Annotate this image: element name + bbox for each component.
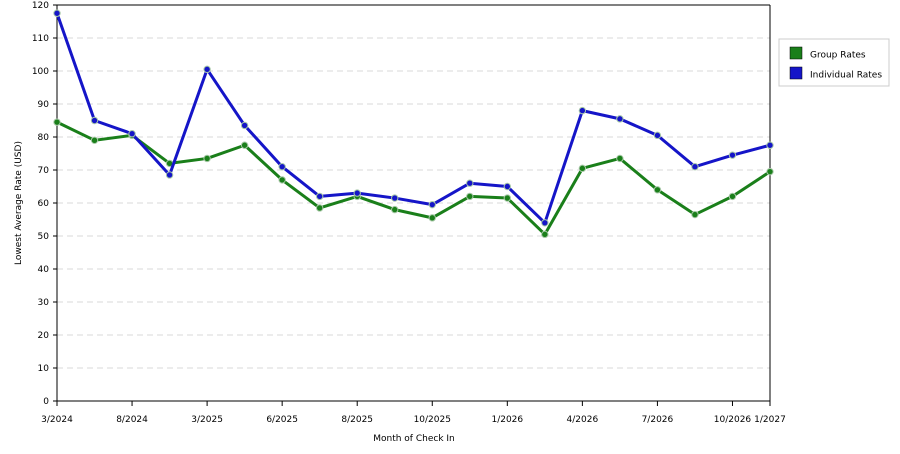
series: [53, 9, 774, 239]
y-axis-title: Lowest Average Rate (USD): [14, 141, 24, 265]
data-point-group-rates: [278, 176, 286, 184]
y-tick-label: 120: [32, 1, 49, 11]
y-tick-label: 90: [38, 100, 50, 110]
data-point-group-rates: [203, 154, 211, 163]
data-point-group-rates: [541, 230, 549, 239]
data-point-individual-rates: [90, 116, 99, 125]
y-tick-label: 40: [38, 265, 50, 275]
x-tick-label: 4/2026: [567, 415, 599, 425]
x-tick-label: 3/2025: [191, 415, 223, 425]
y-tick-label: 100: [32, 67, 49, 77]
data-point-individual-rates: [391, 194, 399, 202]
y-tick-label: 20: [38, 331, 50, 341]
y-tick-label: 60: [38, 199, 50, 209]
y-ticks: 0 10 20 30 40 50 60 70 80 90 100 110 120: [32, 1, 57, 407]
data-point-group-rates: [391, 205, 399, 214]
data-point-individual-rates: [53, 9, 61, 17]
y-tick-label: 110: [32, 34, 49, 44]
data-point-group-rates: [691, 210, 699, 219]
data-point-group-rates: [240, 141, 249, 149]
data-point-individual-rates: [128, 130, 136, 138]
data-point-individual-rates: [240, 121, 249, 130]
data-point-individual-rates: [353, 189, 361, 197]
y-tick-label: 50: [38, 232, 50, 242]
data-point-individual-rates: [728, 151, 737, 159]
data-point-individual-rates: [203, 65, 211, 74]
data-point-individual-rates: [428, 200, 436, 209]
data-point-group-rates: [653, 186, 662, 194]
data-point-individual-rates: [541, 219, 549, 227]
x-tick-label: 6/2025: [266, 415, 298, 425]
data-point-individual-rates: [315, 192, 324, 201]
series-line-individual-rates: [55, 11, 772, 225]
data-point-group-rates: [578, 164, 587, 173]
legend-swatch-individual: [789, 66, 803, 80]
legend-swatch-group: [789, 46, 803, 60]
legend-label-group: Group Rates: [810, 51, 866, 61]
y-tick-label: 0: [43, 397, 49, 407]
y-tick-label: 70: [38, 166, 50, 176]
y-tick-label: 80: [38, 133, 50, 143]
x-tick-label: 10/2025: [414, 415, 451, 425]
data-point-group-rates: [90, 136, 99, 145]
x-tick-label: 7/2026: [642, 415, 674, 425]
data-point-individual-rates: [503, 182, 512, 191]
y-tick-label: 10: [38, 364, 50, 374]
x-tick-label: 1/2026: [491, 415, 523, 425]
data-point-group-rates: [315, 204, 324, 212]
x-tick-label: 8/2025: [341, 415, 373, 425]
data-point-group-rates: [503, 194, 512, 202]
x-ticks: 3/2024 8/2024 3/2025 6/2025 8/2025 10/2025 1/2…: [41, 401, 786, 425]
axes: [56, 4, 771, 402]
data-point-group-rates: [616, 154, 624, 163]
data-point-individual-rates: [766, 141, 774, 149]
y-tick-label: 30: [38, 298, 50, 308]
data-point-group-rates: [53, 118, 61, 126]
legend-label-individual: Individual Rates: [810, 71, 882, 81]
data-point-individual-rates: [653, 131, 662, 140]
data-point-group-rates: [466, 192, 474, 201]
x-tick-label: 1/2027: [754, 415, 786, 425]
x-tick-label: 3/2024: [41, 415, 73, 425]
gridlines: [57, 4, 770, 369]
data-point-group-rates: [766, 167, 774, 176]
data-point-individual-rates: [578, 106, 587, 115]
series-line-group-rates: [55, 120, 772, 236]
data-point-group-rates: [428, 214, 436, 222]
x-tick-label: 10/2026: [714, 415, 752, 425]
x-tick-label: 8/2024: [116, 415, 148, 425]
data-point-individual-rates: [691, 163, 699, 171]
data-point-individual-rates: [466, 179, 474, 187]
data-point-individual-rates: [616, 115, 624, 123]
data-point-individual-rates: [278, 163, 286, 171]
data-point-group-rates: [728, 192, 737, 201]
x-axis-title: Month of Check In: [373, 434, 455, 444]
legend: Group Rates Individual Rates: [778, 38, 890, 87]
data-point-individual-rates: [165, 171, 174, 179]
